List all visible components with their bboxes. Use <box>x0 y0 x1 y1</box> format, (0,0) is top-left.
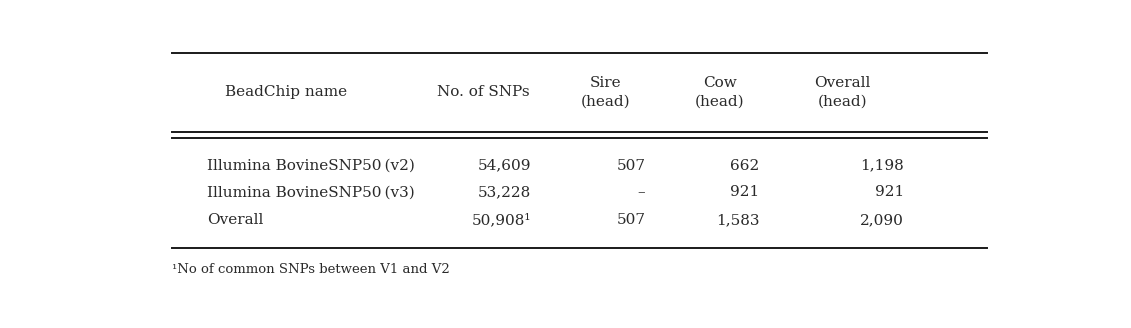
Text: 921: 921 <box>874 185 904 199</box>
Text: 507: 507 <box>616 159 646 173</box>
Text: 2,090: 2,090 <box>860 213 904 227</box>
Text: 1,198: 1,198 <box>861 159 904 173</box>
Text: 507: 507 <box>616 213 646 227</box>
Text: –: – <box>638 185 646 199</box>
Text: 50,908¹: 50,908¹ <box>472 213 532 227</box>
Text: 662: 662 <box>731 159 759 173</box>
Text: ¹No of common SNPs between V1 and V2: ¹No of common SNPs between V1 and V2 <box>172 263 450 276</box>
Text: 1,583: 1,583 <box>716 213 759 227</box>
Text: 54,609: 54,609 <box>478 159 532 173</box>
Text: 921: 921 <box>731 185 759 199</box>
Text: No. of SNPs: No. of SNPs <box>437 85 529 99</box>
Text: Sire
(head): Sire (head) <box>581 76 631 109</box>
Text: Illumina BovineSNP50 (v2): Illumina BovineSNP50 (v2) <box>207 159 415 173</box>
Text: Overall: Overall <box>207 213 264 227</box>
Text: Cow
(head): Cow (head) <box>696 76 744 109</box>
Text: Illumina BovineSNP50 (v3): Illumina BovineSNP50 (v3) <box>207 185 415 199</box>
Text: BeadChip name: BeadChip name <box>225 85 347 99</box>
Text: Overall
(head): Overall (head) <box>814 76 871 109</box>
Text: 53,228: 53,228 <box>478 185 532 199</box>
